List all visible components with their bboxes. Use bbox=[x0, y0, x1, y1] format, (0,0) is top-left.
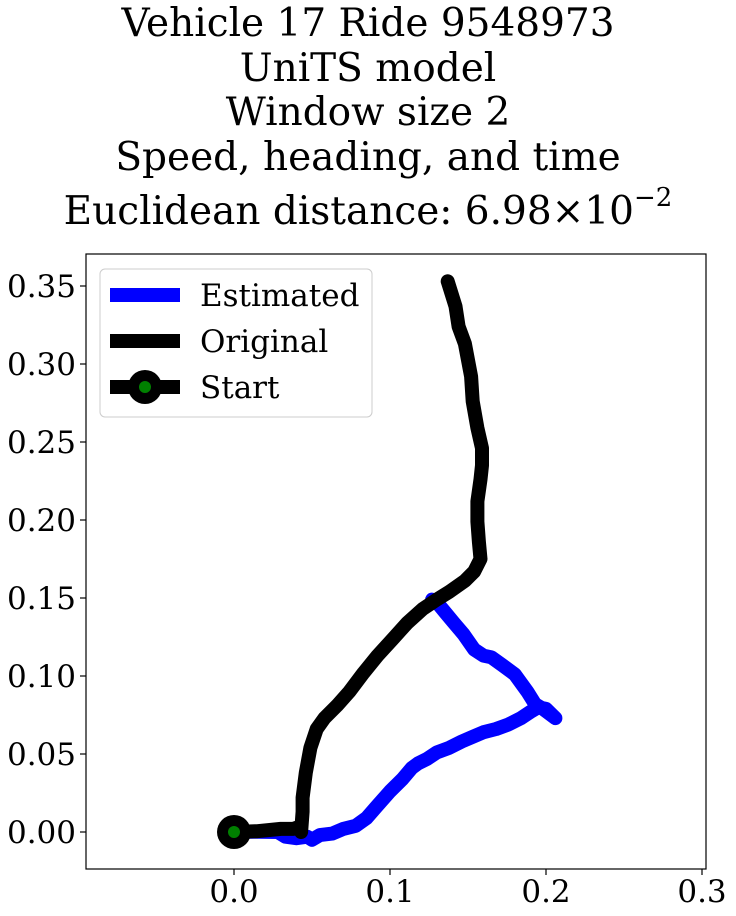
start-marker-inner bbox=[228, 826, 240, 838]
y-tick-label: 0.15 bbox=[7, 581, 76, 617]
chart-title-line: Speed, heading, and time bbox=[115, 134, 621, 180]
chart-title-line: UniTS model bbox=[239, 45, 497, 91]
chart-title-line: Vehicle 17 Ride 9548973 bbox=[121, 1, 615, 46]
plot-border bbox=[85, 253, 707, 870]
chart-title-line: Window size 2 bbox=[225, 90, 511, 135]
y-tick-label: 0.25 bbox=[7, 425, 76, 461]
y-tick-label: 0.00 bbox=[7, 815, 76, 851]
y-tick-label: 0.35 bbox=[7, 269, 76, 305]
legend-label-original: Original bbox=[200, 324, 328, 360]
distance-exponent: −2 bbox=[633, 183, 673, 213]
legend: Estimated Original Start bbox=[99, 268, 373, 418]
chart-title-distance: Euclidean distance: 6.98×10−2 bbox=[0, 180, 736, 235]
x-tick-label: 0.2 bbox=[521, 874, 570, 910]
ticks-layer: 0.0 0.1 0.2 0.3 0.00 0.05 0.10 0.15 0.20 0.25 0.30… bbox=[7, 269, 727, 910]
y-tick-label: 0.30 bbox=[7, 347, 76, 383]
distance-times: × bbox=[551, 189, 585, 234]
series-line-original bbox=[227, 274, 489, 839]
legend-start-marker-inner bbox=[139, 381, 151, 393]
y-tick-label: 0.20 bbox=[7, 503, 76, 539]
series-layer bbox=[217, 274, 563, 849]
x-tick-label: 0.0 bbox=[209, 874, 258, 910]
distance-base: 10 bbox=[584, 189, 634, 234]
y-tick-label: 0.05 bbox=[7, 737, 76, 773]
series-line-estimated bbox=[227, 592, 563, 847]
chart-title: Vehicle 17 Ride 9548973 UniTS model Wind… bbox=[0, 1, 736, 235]
x-tick-label: 0.3 bbox=[677, 874, 726, 910]
x-tick-label: 0.1 bbox=[365, 874, 414, 910]
distance-label: Euclidean distance: 6.98 bbox=[63, 189, 552, 234]
legend-label-start: Start bbox=[200, 370, 280, 406]
legend-label-estimated: Estimated bbox=[200, 278, 359, 314]
y-tick-label: 0.10 bbox=[7, 659, 76, 695]
